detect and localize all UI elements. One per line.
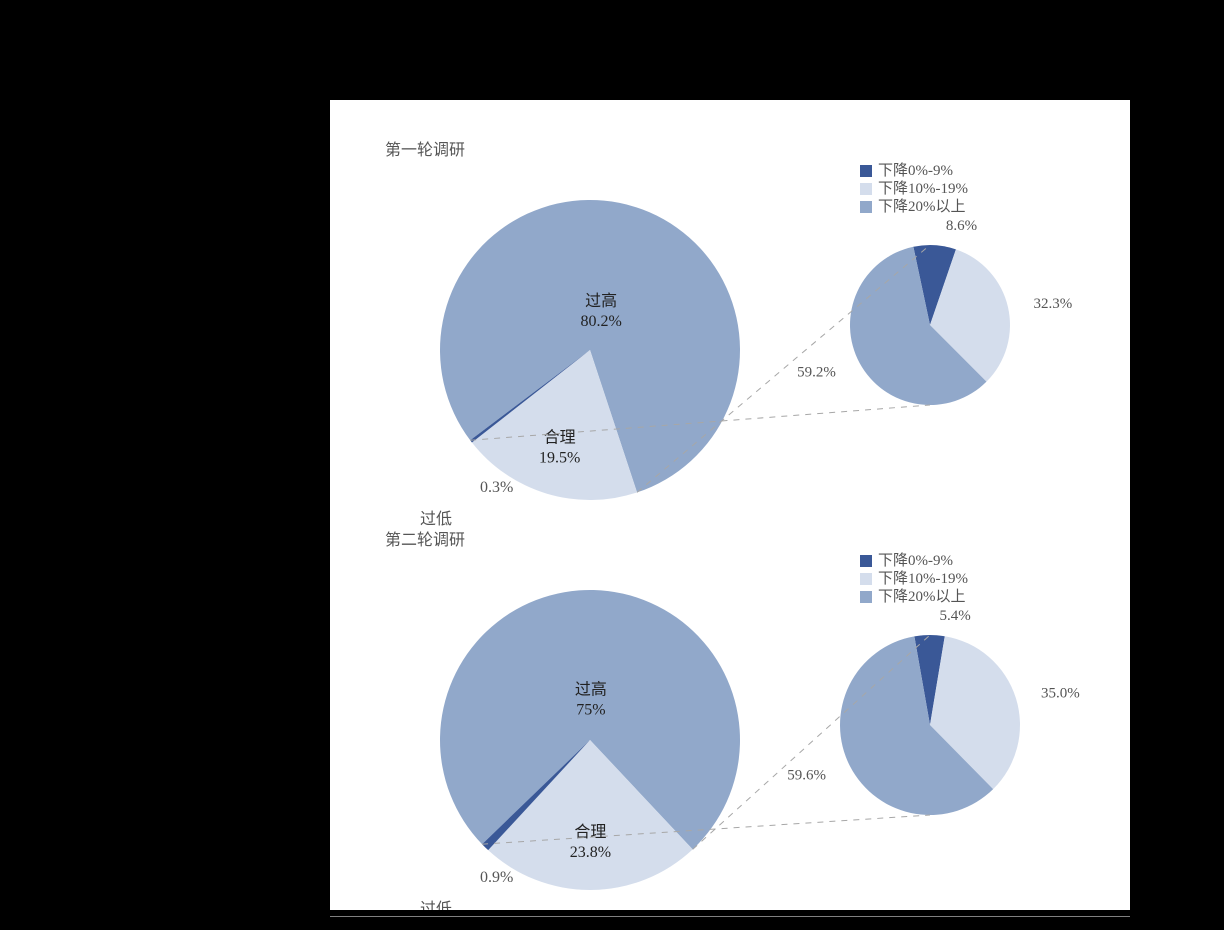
slice-name-label: 过高 (585, 292, 617, 310)
chart-svg: 第一轮调研过高 80.2% 合理 19.5% 0.3% 过低 8.6% 32.3% 59.2% 下… (330, 100, 1130, 910)
legend-swatch (860, 165, 872, 177)
legend-label: 下降0%-9% (878, 552, 953, 569)
slice-name-label: 合理 (544, 429, 576, 447)
legend-label: 下降10%-19% (878, 570, 968, 587)
round-title: 第一轮调研 (385, 141, 465, 159)
detail-pct-label: 35.0% (1041, 685, 1080, 701)
slice-pct-label: 75% (576, 702, 605, 719)
legend-swatch (860, 201, 872, 213)
chart-panel: 第一轮调研过高 80.2% 合理 19.5% 0.3% 过低 8.6% 32.3% 59.2% 下… (330, 100, 1130, 910)
slice-name-label: 过高 (575, 681, 607, 699)
detail-pct-label: 59.6% (787, 768, 826, 784)
slice-name-label: 过低 (420, 900, 452, 910)
slice-pct-label: 80.2% (581, 313, 622, 330)
legend-swatch (860, 555, 872, 567)
legend-label: 下降20%以上 (878, 198, 966, 215)
legend-swatch (860, 591, 872, 603)
legend-swatch (860, 183, 872, 195)
detail-pct-label: 8.6% (946, 218, 977, 234)
slice-pct-label: 0.9% (480, 869, 513, 886)
legend-swatch (860, 573, 872, 585)
detail-pct-label: 32.3% (1033, 296, 1072, 312)
legend-label: 下降20%以上 (878, 588, 966, 605)
slice-pct-label: 0.3% (480, 479, 513, 496)
slice-pct-label: 19.5% (539, 450, 580, 467)
footer-rule (330, 916, 1130, 917)
legend-label: 下降10%-19% (878, 180, 968, 197)
slice-name-label: 过低 (420, 510, 452, 528)
round-title: 第二轮调研 (385, 531, 465, 549)
detail-pct-label: 59.2% (797, 365, 836, 381)
slice-pct-label: 23.8% (570, 844, 611, 861)
detail-pct-label: 5.4% (939, 608, 970, 624)
legend-label: 下降0%-9% (878, 162, 953, 179)
